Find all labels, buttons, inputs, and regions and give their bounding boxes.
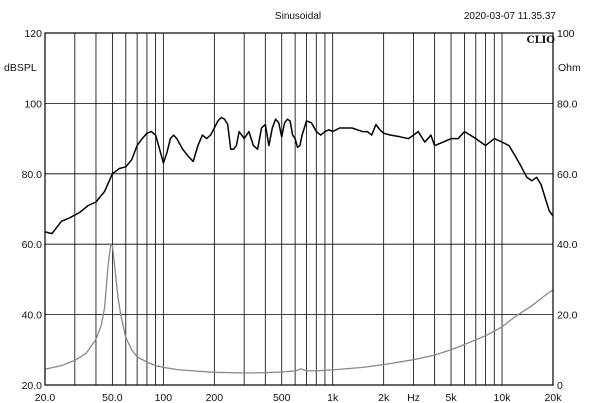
x-tick-label: 5k: [446, 392, 458, 403]
curves: [44, 116, 554, 374]
y-right-axis-label: Ohm: [558, 62, 581, 74]
impedance-curve: [44, 243, 554, 374]
grid: [45, 33, 553, 385]
x-tick-label: 2k: [378, 392, 390, 403]
y-right-tick-label: 0: [557, 380, 563, 392]
y-left-tick-label: 60.0: [22, 239, 43, 251]
y-right-tick-label: 80.0: [557, 98, 578, 110]
x-tick-label: Hz: [407, 392, 420, 403]
y-left-tick-label: 120: [24, 28, 42, 40]
spl-curve: [44, 116, 554, 235]
x-tick-label: 10k: [494, 392, 512, 403]
timestamp: 2020-03-07 11.35.37: [464, 11, 557, 22]
y-right-tick-label: 100: [557, 28, 575, 40]
x-tick-label: 1k: [327, 392, 339, 403]
y-left-tick-label: 100: [24, 98, 42, 110]
y-right-tick-label: 20.0: [557, 310, 578, 322]
clio-logo: CLIO: [527, 35, 556, 46]
x-tick-label: 20k: [545, 392, 563, 403]
chart-title: Sinusoidal: [275, 11, 321, 22]
y-right-tick-label: 40.0: [557, 239, 578, 251]
y-left-tick-label: 80.0: [22, 169, 43, 181]
y-left-axis-label: dBSPL: [4, 62, 37, 74]
x-tick-label: 500: [273, 392, 291, 403]
y-left-tick-label: 40.0: [22, 310, 43, 322]
x-tick-label: 20.0: [35, 392, 56, 403]
y-right-tick-label: 60.0: [557, 169, 578, 181]
axis-labels: 20.0 50.0 100 200 500 1k 2k Hz 5k 10k 20k 20.0 40.0 6…: [22, 28, 578, 403]
plot-frame: [44, 32, 554, 386]
x-tick-label: 200: [206, 392, 224, 403]
y-left-tick-label: 20.0: [22, 380, 43, 392]
x-tick-label: 50.0: [102, 392, 123, 403]
x-tick-label: 100: [155, 392, 173, 403]
